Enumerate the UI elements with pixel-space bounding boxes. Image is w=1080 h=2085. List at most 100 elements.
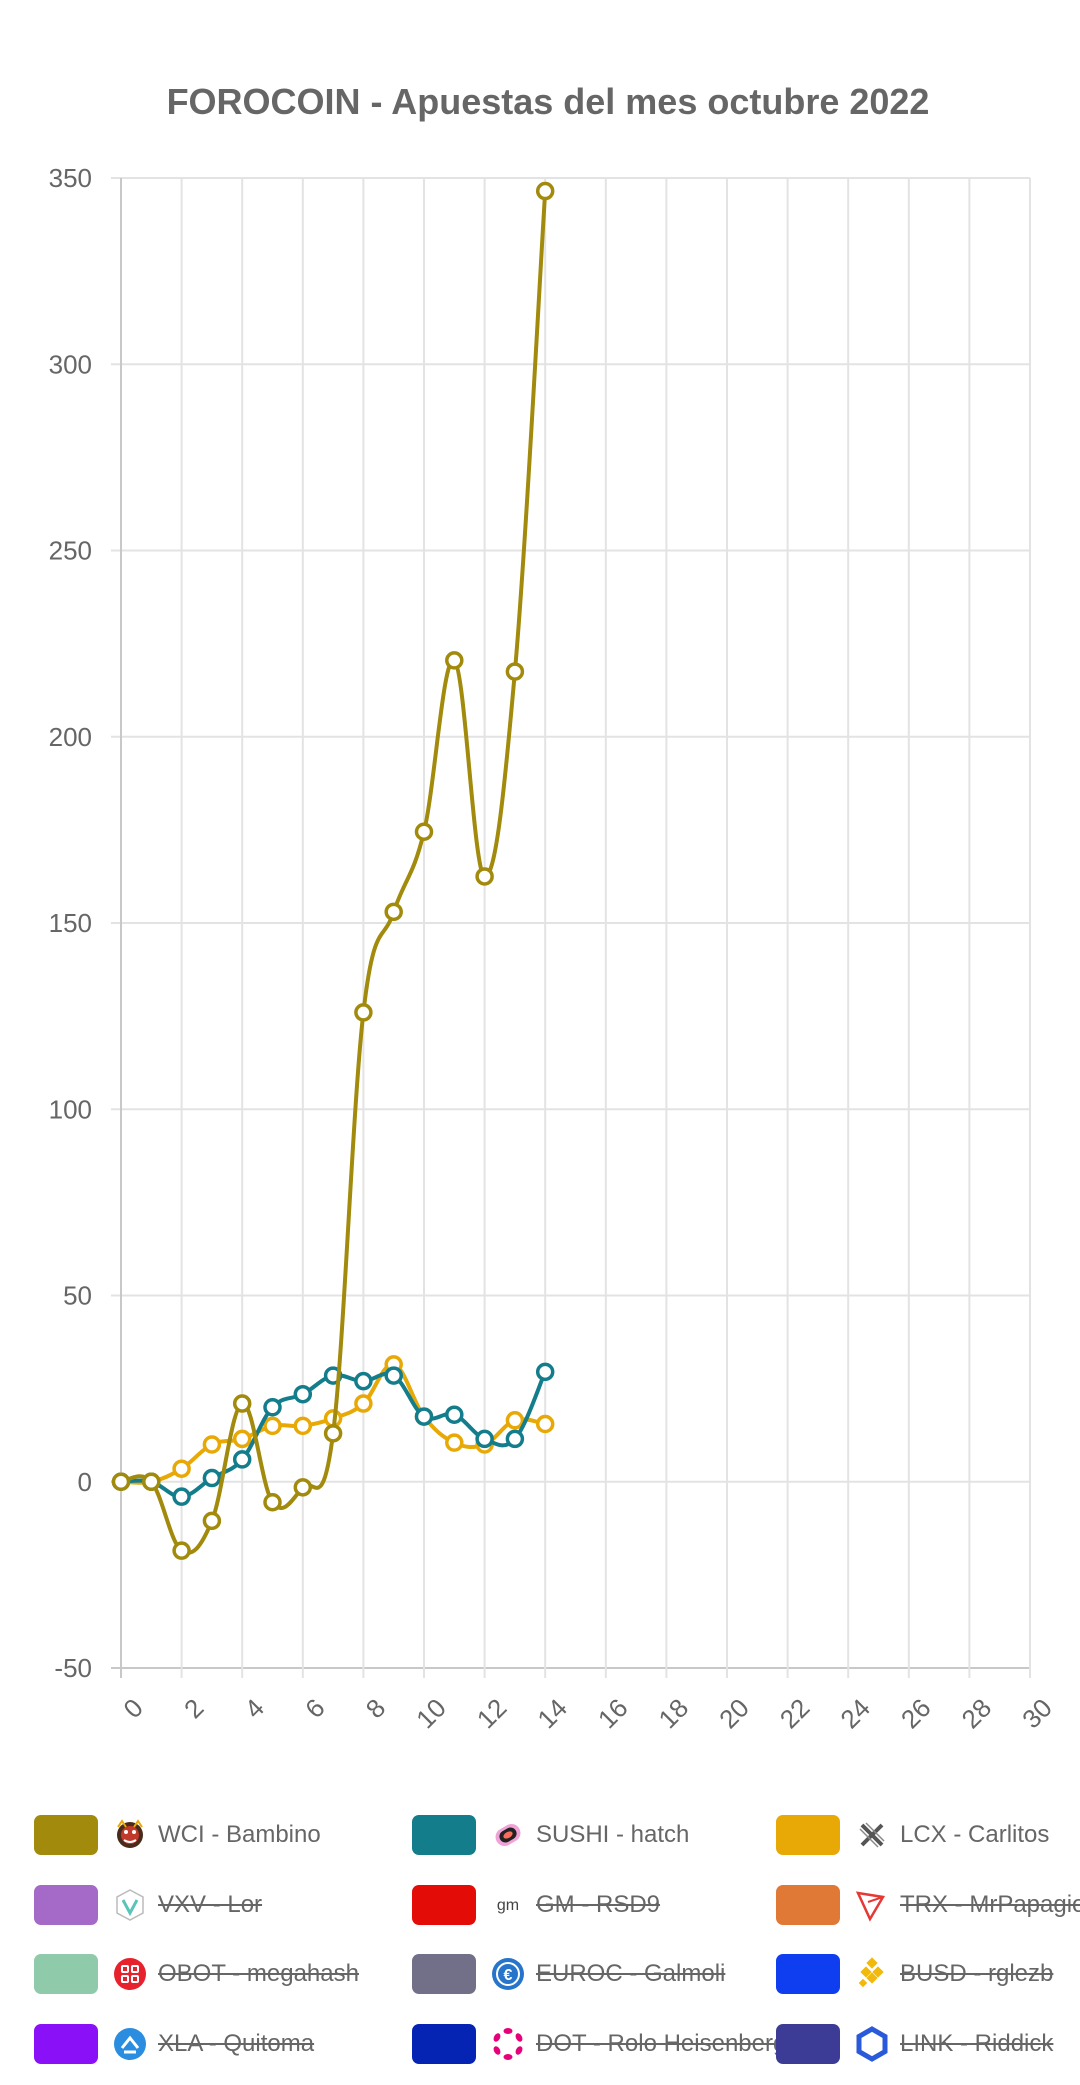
legend-swatch	[412, 2024, 476, 2064]
legend-item-euroc[interactable]: € EUROC - Galmoli	[412, 1950, 725, 1998]
data-point[interactable]	[535, 1414, 555, 1434]
busd-icon	[854, 1956, 890, 1992]
data-point[interactable]	[354, 1371, 373, 1391]
data-point[interactable]	[172, 1487, 191, 1506]
legend-swatch	[412, 1954, 476, 1994]
legend-label: TRX - MrPapagiorgio	[900, 1891, 1080, 1918]
x-tick-label: 22	[774, 1693, 816, 1735]
x-tick-label: 10	[410, 1693, 452, 1735]
data-point[interactable]	[384, 902, 403, 922]
legend-label: XLA - Quitoma	[158, 2030, 315, 2057]
x-tick-label: 8	[360, 1693, 391, 1724]
gm-icon: gm	[490, 1887, 526, 1923]
data-point[interactable]	[232, 1450, 252, 1469]
data-point[interactable]	[142, 1472, 161, 1491]
legend-label: WCI - Bambino	[158, 1821, 321, 1848]
data-point[interactable]	[505, 1429, 525, 1449]
y-tick-label: -50	[54, 1653, 92, 1683]
chart-title: FOROCOIN - Apuestas del mes octubre 2022	[167, 81, 930, 122]
data-point[interactable]	[293, 1478, 313, 1497]
data-point[interactable]	[232, 1429, 252, 1449]
grid	[111, 177, 1031, 1678]
data-point[interactable]	[535, 1362, 555, 1382]
x-tick-label: 2	[178, 1693, 209, 1724]
data-point[interactable]	[354, 1394, 373, 1413]
x-tick-label: 30	[1016, 1693, 1058, 1735]
x-tick-label: 6	[299, 1693, 330, 1724]
data-point[interactable]	[202, 1468, 222, 1488]
data-point[interactable]	[384, 1366, 403, 1385]
legend-item-wci-bambino[interactable]: WCI - Bambino	[34, 1811, 321, 1859]
legend-swatch	[776, 1954, 840, 1994]
data-point[interactable]	[263, 1398, 282, 1417]
data-point[interactable]	[111, 1472, 131, 1491]
data-point[interactable]	[505, 1411, 525, 1430]
legend-swatch	[34, 1885, 98, 1925]
link-icon	[854, 2026, 890, 2062]
data-point[interactable]	[354, 1003, 373, 1022]
data-point[interactable]	[445, 651, 464, 670]
data-point[interactable]	[445, 1405, 464, 1424]
svg-text:€: €	[504, 1967, 513, 1984]
data-point[interactable]	[202, 1511, 222, 1531]
data-point[interactable]	[232, 1394, 252, 1413]
legend-swatch	[776, 1815, 840, 1855]
data-point[interactable]	[323, 1424, 343, 1443]
x-tick-label: 16	[592, 1693, 634, 1735]
y-tick-label: 200	[49, 722, 92, 752]
legend-swatch	[34, 2024, 98, 2064]
legend-item-vxv[interactable]: VXV - Lor	[34, 1881, 262, 1929]
legend-label: SUSHI - hatch	[536, 1821, 690, 1848]
legend: WCI - Bambino SUSHI - hatch LCX - Carlitos…	[0, 1800, 1080, 2080]
data-point[interactable]	[202, 1435, 222, 1454]
svg-text:gm: gm	[497, 1897, 519, 1914]
data-point[interactable]	[293, 1384, 313, 1404]
legend-item-busd[interactable]: BUSD - rglezb	[776, 1950, 1053, 1998]
legend-item-gm[interactable]: gm GM - RSD9	[412, 1881, 660, 1929]
data-point[interactable]	[414, 822, 434, 841]
data-point[interactable]	[475, 1429, 494, 1449]
data-point[interactable]	[263, 1416, 282, 1436]
data-point[interactable]	[172, 1541, 191, 1560]
legend-label: DOT - Rolo Heisenberg	[536, 2030, 787, 2057]
data-point[interactable]	[263, 1492, 282, 1512]
y-tick-label: 0	[78, 1467, 92, 1497]
legend-swatch	[412, 1815, 476, 1855]
x-axis-tick-labels: 0 2 4 6 8 10 12 14 16 18 20 22 24 26 28 30	[117, 1693, 1057, 1735]
data-point[interactable]	[414, 1407, 434, 1426]
legend-item-sushi[interactable]: SUSHI - hatch	[412, 1811, 689, 1859]
vxv-icon	[112, 1887, 148, 1923]
line-chart: FOROCOIN - Apuestas del mes octubre 2022…	[49, 81, 1058, 1735]
legend-item-link[interactable]: LINK - Riddick	[776, 2020, 1053, 2068]
y-axis-tick-labels: -50 0 50 100 150 200 250 300 350	[49, 163, 92, 1683]
legend-label: LINK - Riddick	[900, 2030, 1054, 2057]
legend-swatch	[776, 1885, 840, 1925]
data-point[interactable]	[535, 181, 555, 201]
data-point[interactable]	[172, 1459, 191, 1478]
legend-item-obot[interactable]: OBOT - megahash	[34, 1950, 359, 1998]
data-point[interactable]	[475, 867, 494, 886]
legend-label: GM - RSD9	[536, 1891, 661, 1918]
euroc-icon: €	[490, 1956, 526, 1992]
x-tick-label: 12	[471, 1693, 513, 1735]
legend-item-xla[interactable]: XLA - Quitoma	[34, 2020, 314, 2068]
x-tick-label: 18	[653, 1693, 695, 1735]
legend-item-trx[interactable]: TRX - MrPapagiorgio	[776, 1881, 1080, 1929]
x-tick-label: 0	[117, 1693, 148, 1724]
legend-label: BUSD - rglezb	[900, 1960, 1054, 1987]
wci-bambino-icon	[112, 1817, 148, 1853]
data-point[interactable]	[293, 1416, 313, 1436]
data-point[interactable]	[505, 662, 525, 681]
legend-item-lcx[interactable]: LCX - Carlitos	[776, 1811, 1049, 1859]
legend-label: EUROC - Galmoli	[536, 1960, 726, 1987]
legend-label: OBOT - megahash	[158, 1960, 359, 1987]
trx-icon	[854, 1887, 890, 1923]
legend-swatch	[34, 1954, 98, 1994]
sushi-icon	[490, 1817, 526, 1853]
y-tick-label: 150	[49, 908, 92, 938]
legend-item-dot[interactable]: DOT - Rolo Heisenberg	[412, 2020, 786, 2068]
x-tick-label: 4	[239, 1693, 270, 1724]
data-point[interactable]	[445, 1433, 464, 1452]
y-tick-label: 50	[63, 1281, 92, 1311]
y-tick-label: 300	[49, 349, 92, 379]
